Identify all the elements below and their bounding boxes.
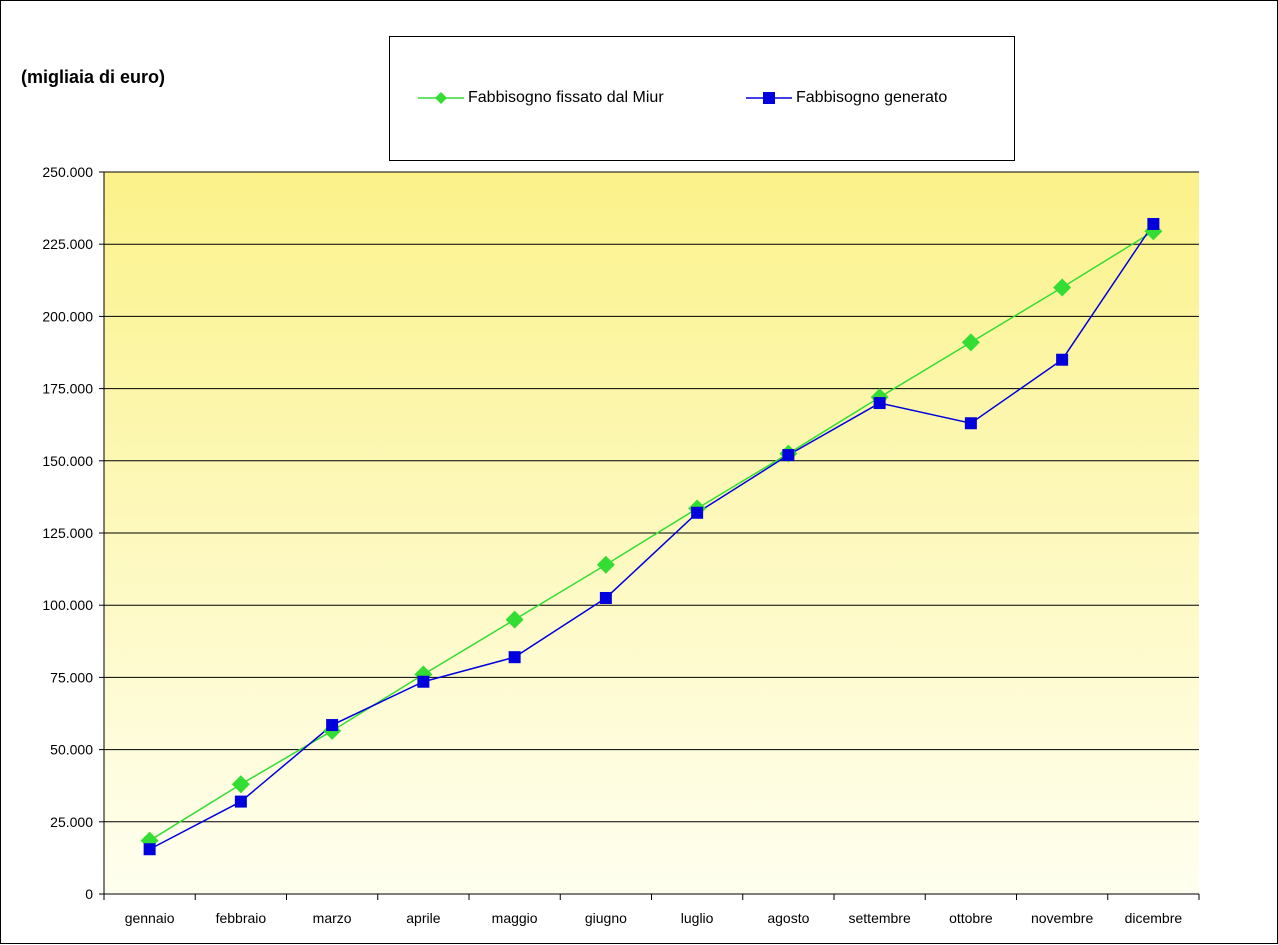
data-point-square <box>782 449 795 462</box>
y-tick-label: 50.000 <box>50 742 93 758</box>
legend-square-marker-icon <box>746 92 792 104</box>
legend-label-miur: Fabbisogno fissato dal Miur <box>468 89 664 106</box>
legend-item-miur: Fabbisogno fissato dal Miur <box>418 89 664 107</box>
x-tick-label: novembre <box>1031 910 1093 926</box>
data-point-square <box>508 651 521 664</box>
data-point-diamond <box>596 555 615 574</box>
data-point-square <box>964 417 977 430</box>
data-point-diamond <box>1053 278 1072 297</box>
x-tick-label: marzo <box>313 910 352 926</box>
y-tick-label: 225.000 <box>42 236 93 252</box>
legend-diamond-marker-icon <box>418 92 464 104</box>
data-point-square <box>234 795 247 808</box>
legend: Fabbisogno fissato dal Miur Fabbisogno g… <box>389 36 1015 161</box>
data-point-diamond <box>505 610 524 629</box>
series-line-2 <box>149 223 1154 850</box>
x-tick-label: aprile <box>406 910 440 926</box>
data-point-square <box>873 397 886 410</box>
x-tick-label: agosto <box>767 910 809 926</box>
x-tick-label: gennaio <box>125 910 175 926</box>
data-point-square <box>1147 217 1160 230</box>
y-tick-label: 0 <box>85 886 93 902</box>
chart-unit-label: (migliaia di euro) <box>21 67 166 87</box>
x-tick-label: febbraio <box>216 910 267 926</box>
x-tick-label: dicembre <box>1125 910 1183 926</box>
y-tick-label: 150.000 <box>42 453 93 469</box>
x-tick-label: giugno <box>585 910 627 926</box>
data-point-square <box>143 843 156 856</box>
data-point-square <box>599 591 612 604</box>
legend-label-generato: Fabbisogno generato <box>796 89 948 106</box>
data-point-diamond <box>231 775 250 794</box>
legend-item-generato: Fabbisogno generato <box>746 89 947 107</box>
y-tick-label: 175.000 <box>42 381 93 397</box>
y-tick-label: 100.000 <box>42 597 93 613</box>
x-tick-label: luglio <box>681 910 714 926</box>
y-tick-label: 75.000 <box>50 669 93 685</box>
x-tick-label: ottobre <box>949 910 993 926</box>
y-tick-label: 250.000 <box>42 164 93 180</box>
data-point-square <box>691 506 704 519</box>
data-point-square <box>326 719 339 732</box>
y-tick-label: 200.000 <box>42 308 93 324</box>
x-tick-label: settembre <box>849 910 911 926</box>
y-tick-label: 125.000 <box>42 525 93 541</box>
y-tick-label: 25.000 <box>50 814 93 830</box>
series-line-1 <box>149 230 1154 842</box>
data-point-square <box>417 675 430 688</box>
data-point-square <box>1056 353 1069 366</box>
x-tick-label: maggio <box>492 910 538 926</box>
data-point-diamond <box>961 333 980 352</box>
